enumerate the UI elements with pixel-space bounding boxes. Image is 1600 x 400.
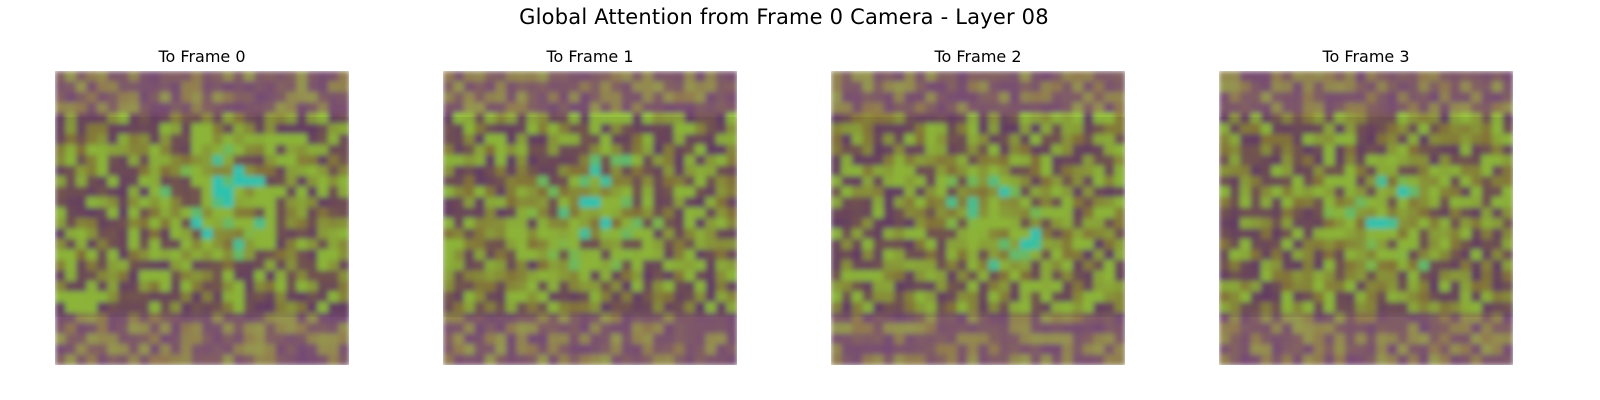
panel-frame-3: To Frame 3 [1219,46,1513,365]
attention-heatmap-frame-0 [55,71,349,365]
panel-title-frame-3: To Frame 3 [1322,47,1410,66]
panel-title-frame-0: To Frame 0 [158,47,246,66]
panel-frame-1: To Frame 1 [443,46,737,365]
panel-title-frame-1: To Frame 1 [546,47,634,66]
attention-heatmap-frame-3 [1219,71,1513,365]
panel-frame-0: To Frame 0 [55,46,349,365]
attention-heatmap-frame-2 [831,71,1125,365]
panel-frame-2: To Frame 2 [831,46,1125,365]
attention-heatmap-frame-1 [443,71,737,365]
figure-title: Global Attention from Frame 0 Camera - L… [519,5,1049,29]
panel-title-frame-2: To Frame 2 [934,47,1022,66]
